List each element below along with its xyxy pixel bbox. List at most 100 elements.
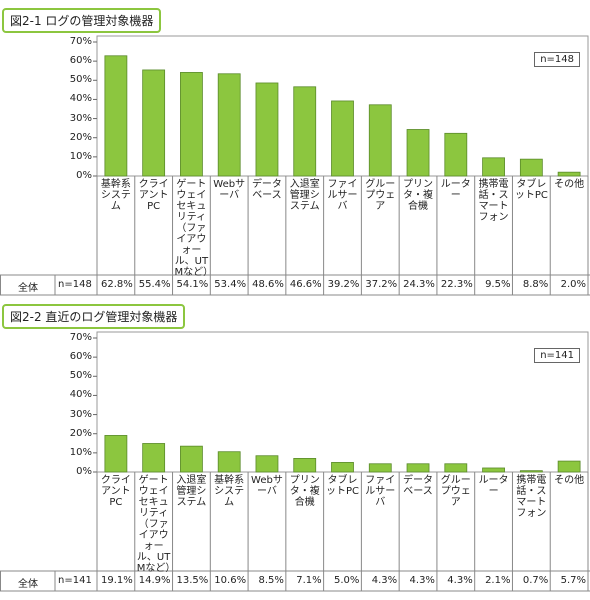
y-tick-label: 70% xyxy=(69,332,92,343)
value-label: 24.3% xyxy=(403,279,435,290)
value-label: 5.7% xyxy=(560,575,586,586)
bar xyxy=(255,82,279,177)
value-label: 62.8% xyxy=(101,279,133,290)
chart-title: 図2-1 ログの管理対象機器 xyxy=(2,8,162,33)
bar xyxy=(368,104,392,177)
sample-size: n=141 xyxy=(58,575,92,586)
bar xyxy=(519,470,543,473)
value-label: 39.2% xyxy=(327,279,360,290)
bar xyxy=(104,55,128,177)
y-tick-label: 30% xyxy=(69,408,92,420)
bar xyxy=(519,158,543,177)
value-label: 9.5% xyxy=(485,279,511,290)
y-tick-label: 0% xyxy=(76,170,92,181)
plot-frame xyxy=(96,331,589,473)
bar xyxy=(557,460,581,473)
row-label: 全体 xyxy=(18,283,38,294)
bar xyxy=(142,443,166,473)
value-label: 53.4% xyxy=(214,279,247,290)
value-label: 48.6% xyxy=(252,279,284,290)
x-tick-label: 入退室管理システム xyxy=(176,475,207,508)
x-tick-label: プリンタ・複合機 xyxy=(403,179,434,212)
bar xyxy=(293,86,317,177)
value-label: 2.0% xyxy=(560,279,586,290)
value-label: 22.3% xyxy=(440,279,473,290)
value-label: 5.0% xyxy=(333,575,360,586)
x-tick-label: 基幹系システム xyxy=(100,179,131,212)
sample-size: n=148 xyxy=(58,279,92,290)
bar xyxy=(331,462,354,473)
x-tick-label: ファイルサーバ xyxy=(327,179,358,212)
note: n=148 xyxy=(534,52,580,67)
x-tick-label: その他 xyxy=(554,179,585,190)
bar xyxy=(217,73,241,177)
value-label: 37.2% xyxy=(365,279,398,290)
y-tick-label: 50% xyxy=(69,370,92,382)
value-label: 0.7% xyxy=(522,575,549,586)
value-label: 19.1% xyxy=(101,575,133,586)
y-tick-label: 40% xyxy=(69,389,92,401)
x-tick-label: クライアントPC xyxy=(100,475,131,508)
x-tick-label: クライアントPC xyxy=(138,179,169,212)
x-tick-label: 入退室管理システム xyxy=(289,179,320,212)
y-tick-label: 10% xyxy=(69,150,92,162)
value-label: 4.3% xyxy=(371,575,398,586)
value-label: 54.1% xyxy=(176,279,209,290)
x-tick-label: データベース xyxy=(251,179,282,201)
x-tick-label: グループウェア xyxy=(365,179,396,212)
value-label: 13.5% xyxy=(176,575,209,586)
bar xyxy=(142,69,166,177)
x-tick-label: グループウェア xyxy=(440,475,471,508)
value-label: 8.8% xyxy=(522,279,549,290)
bar xyxy=(482,157,505,177)
y-tick-label: 30% xyxy=(69,112,92,124)
y-tick-label: 50% xyxy=(69,74,92,86)
x-tick-label: ゲートウェイセキュリティ（ファイアウォール、UTMなど） xyxy=(174,179,214,278)
x-tick-label: タブレットPC xyxy=(514,179,548,201)
bar xyxy=(444,132,468,177)
x-tick-label: Webサーバ xyxy=(213,179,246,201)
chart-title: 図2-2 直近のログ管理対象機器 xyxy=(2,304,186,329)
bar xyxy=(255,455,279,473)
value-label: 7.1% xyxy=(296,575,322,586)
value-label: 4.3% xyxy=(447,575,473,586)
bar xyxy=(557,171,581,177)
y-tick-label: 40% xyxy=(69,93,92,105)
x-tick-label: ファイルサーバ xyxy=(365,475,396,508)
x-tick-label: 基幹系システム xyxy=(214,475,245,508)
bar xyxy=(482,467,505,473)
value-label: 55.4% xyxy=(138,279,171,290)
x-tick-label: ルーター xyxy=(440,179,471,201)
value-label: 8.5% xyxy=(258,575,284,586)
x-tick-label: プリンタ・複合機 xyxy=(289,475,320,508)
value-label: 2.1% xyxy=(485,575,511,586)
y-tick-label: 10% xyxy=(69,446,92,458)
note: n=141 xyxy=(534,348,580,363)
x-tick-label: 携帯電話・スマートフォン xyxy=(516,475,547,519)
value-label: 10.6% xyxy=(214,575,247,586)
y-tick-label: 20% xyxy=(69,427,92,439)
bar xyxy=(406,463,430,473)
y-tick-label: 20% xyxy=(69,131,92,143)
bar xyxy=(217,451,241,473)
value-label: 46.6% xyxy=(289,279,322,290)
bar xyxy=(406,129,430,177)
y-tick-label: 0% xyxy=(76,466,92,477)
bar xyxy=(444,463,468,473)
bar xyxy=(293,458,317,473)
x-tick-label: その他 xyxy=(554,475,585,486)
y-tick-label: 70% xyxy=(69,36,92,47)
y-tick-label: 60% xyxy=(69,55,92,67)
x-tick-label: ルーター xyxy=(478,475,509,497)
x-tick-label: データベース xyxy=(403,475,434,497)
bar xyxy=(368,463,392,473)
bar xyxy=(104,435,128,473)
y-tick-label: 60% xyxy=(69,351,92,363)
row-label: 全体 xyxy=(18,579,38,590)
value-label: 14.9% xyxy=(138,575,171,586)
value-label: 4.3% xyxy=(409,575,435,586)
bar xyxy=(180,445,203,473)
x-tick-label: タブレットPC xyxy=(325,475,359,497)
x-tick-label: ゲートウェイセキュリティ（ファイアウォール、UTMなど） xyxy=(136,475,176,574)
